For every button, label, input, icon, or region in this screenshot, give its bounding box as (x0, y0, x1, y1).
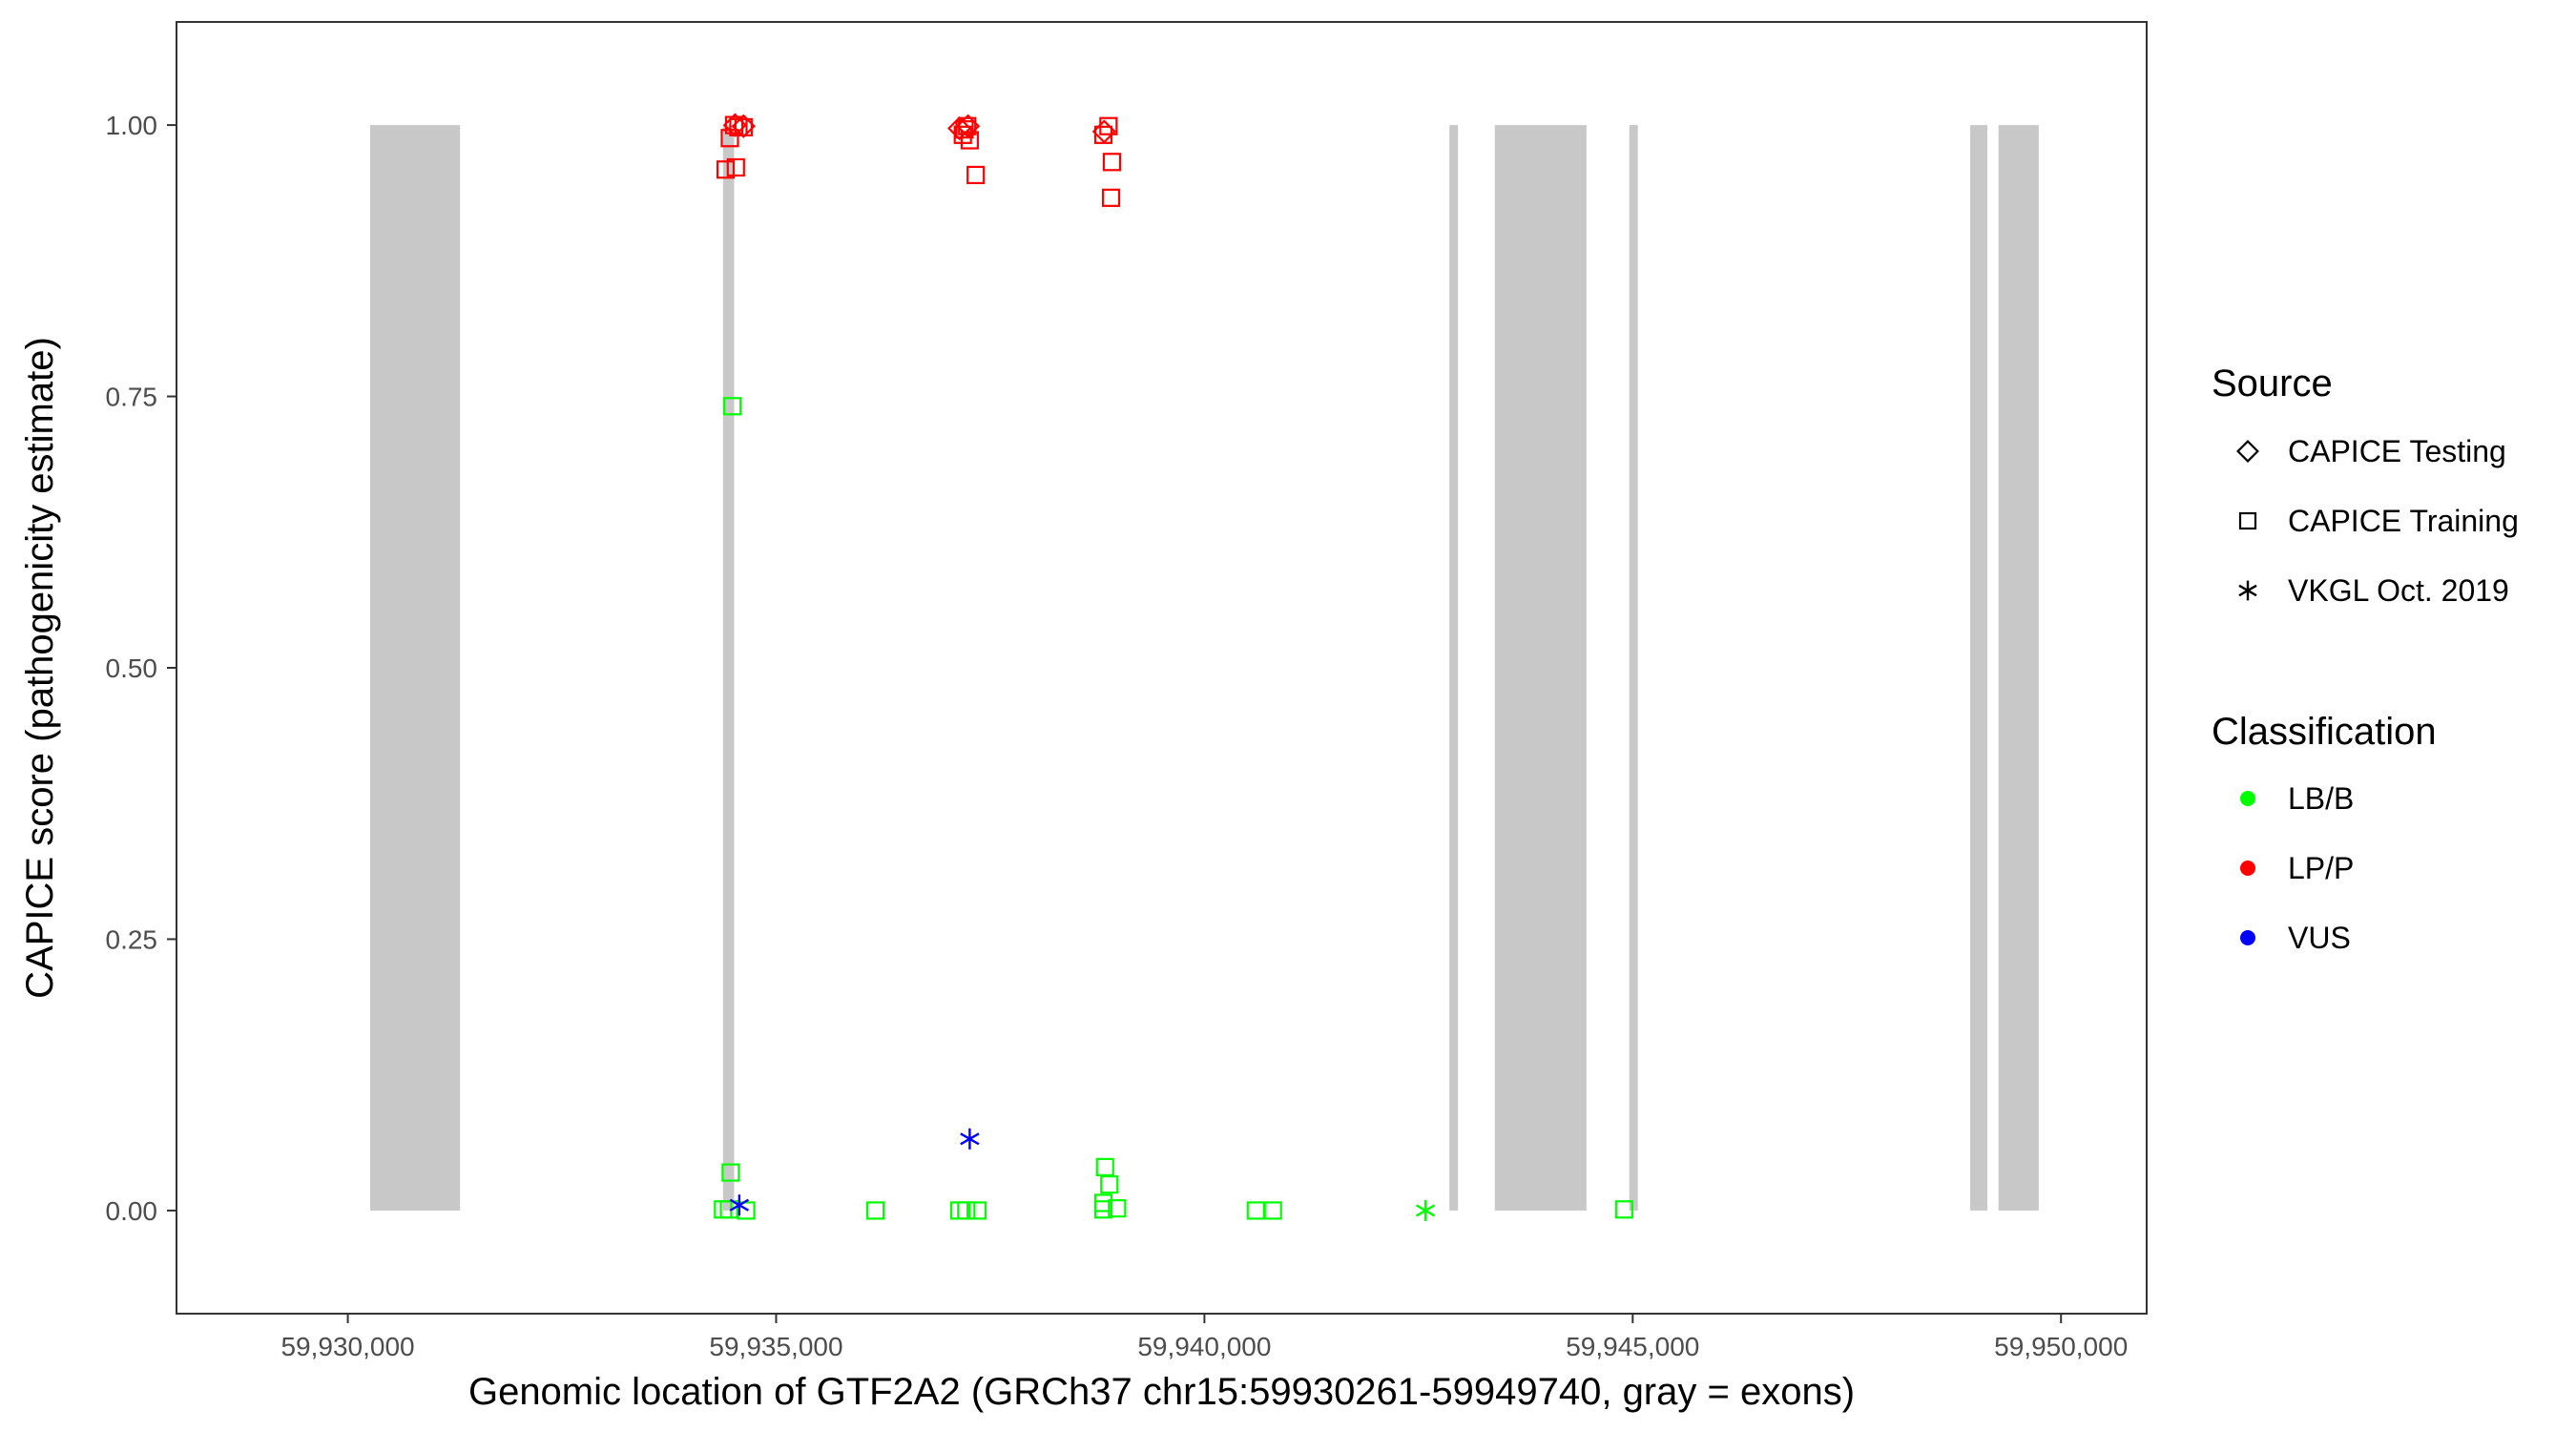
y-tick-label: 0.75 (106, 383, 158, 412)
data-point-square (1263, 1201, 1282, 1220)
exon-bar (369, 125, 461, 1211)
legend-source-items: CAPICE Testing CAPICE Training VKGL Oct. 2… (2236, 434, 2519, 608)
data-point-square (957, 1201, 976, 1220)
legend-label: CAPICE Training (2288, 504, 2519, 538)
exon-bar (1449, 125, 1459, 1211)
x-tick-label: 59,950,000 (1994, 1332, 2128, 1361)
legend-label: VKGL Oct. 2019 (2288, 573, 2509, 608)
data-point-square (720, 129, 739, 148)
x-tick-label: 59,935,000 (709, 1332, 842, 1361)
asterisk-stroke (729, 1198, 750, 1212)
data-point-square (966, 165, 986, 185)
legend-label: LP/P (2288, 851, 2354, 885)
legend-key-diamond (2236, 440, 2259, 463)
data-point-square (1108, 1199, 1127, 1218)
data-point-square (724, 115, 744, 135)
data-point-square (723, 397, 742, 416)
point-layer (714, 113, 1633, 1221)
x-tick-label: 59,940,000 (1137, 1332, 1271, 1361)
data-point-square (1095, 1157, 1114, 1176)
data-point-asterisk (729, 1194, 750, 1216)
legend-key-dot (2240, 791, 2255, 806)
legend-class-title: Classification (2212, 711, 2437, 753)
legend-key-dot (2240, 861, 2255, 876)
exon-bar (1970, 125, 1988, 1211)
data-point-square (967, 1201, 987, 1220)
legend-source-title: Source (2212, 363, 2333, 404)
legend-key-square (2238, 511, 2257, 530)
legend-class-items: LB/B LP/P VUS (2240, 781, 2354, 955)
legend: Source CAPICE Testing CAPICE Training VKGL… (2212, 363, 2519, 955)
data-point-square (1101, 188, 1121, 207)
data-point-square (960, 131, 979, 150)
x-tick-label: 59,945,000 (1566, 1332, 1699, 1361)
y-axis-title: CAPICE score (pathogenicity estimate) (19, 337, 61, 999)
y-tick-label: 1.00 (106, 111, 158, 140)
data-point-diamond (947, 115, 972, 141)
data-point-square (716, 160, 736, 179)
data-point-square (1093, 1200, 1113, 1219)
data-point-square (726, 157, 745, 177)
data-point-square (950, 1201, 969, 1220)
data-point-square (1246, 1201, 1265, 1220)
data-point-square (721, 1163, 740, 1182)
exon-layer (369, 125, 2039, 1211)
legend-key-dot (2240, 930, 2255, 945)
y-tick-label: 0.00 (106, 1196, 158, 1226)
data-point-square (1102, 153, 1122, 172)
legend-label: CAPICE Testing (2288, 434, 2506, 468)
asterisk-stroke (960, 1132, 980, 1146)
plot-frame (176, 21, 2148, 1315)
data-point-square (866, 1201, 885, 1220)
x-axis-title: Genomic location of GTF2A2 (GRCh37 chr15… (468, 1371, 1855, 1413)
legend-label: LB/B (2288, 781, 2354, 816)
exon-bar (722, 125, 735, 1211)
exon-bar (1998, 125, 2039, 1211)
legend-key-asterisk (2238, 580, 2257, 601)
exon-bar (1629, 125, 1638, 1211)
data-point-square (1093, 125, 1113, 144)
data-point-diamond (731, 114, 756, 138)
x-axis: 59,930,000 59,935,000 59,940,000 59,945,000… (280, 1314, 2128, 1361)
data-point-square (1100, 1174, 1119, 1194)
data-point-square (953, 125, 972, 144)
x-tick-label: 59,930,000 (280, 1332, 414, 1361)
data-point-square (955, 120, 974, 139)
y-axis: 0.00 0.25 0.50 0.75 1.00 (106, 111, 177, 1226)
data-point-asterisk (1415, 1199, 1436, 1221)
y-tick-label: 0.25 (106, 924, 158, 954)
data-point-asterisk (960, 1128, 980, 1150)
data-point-square (1614, 1200, 1633, 1219)
legend-label: VUS (2288, 921, 2351, 955)
y-tick-label: 0.50 (106, 653, 158, 683)
asterisk-stroke (2238, 584, 2257, 597)
asterisk-stroke (1415, 1204, 1436, 1217)
data-point-square (734, 117, 753, 136)
exon-bar (1494, 125, 1587, 1211)
